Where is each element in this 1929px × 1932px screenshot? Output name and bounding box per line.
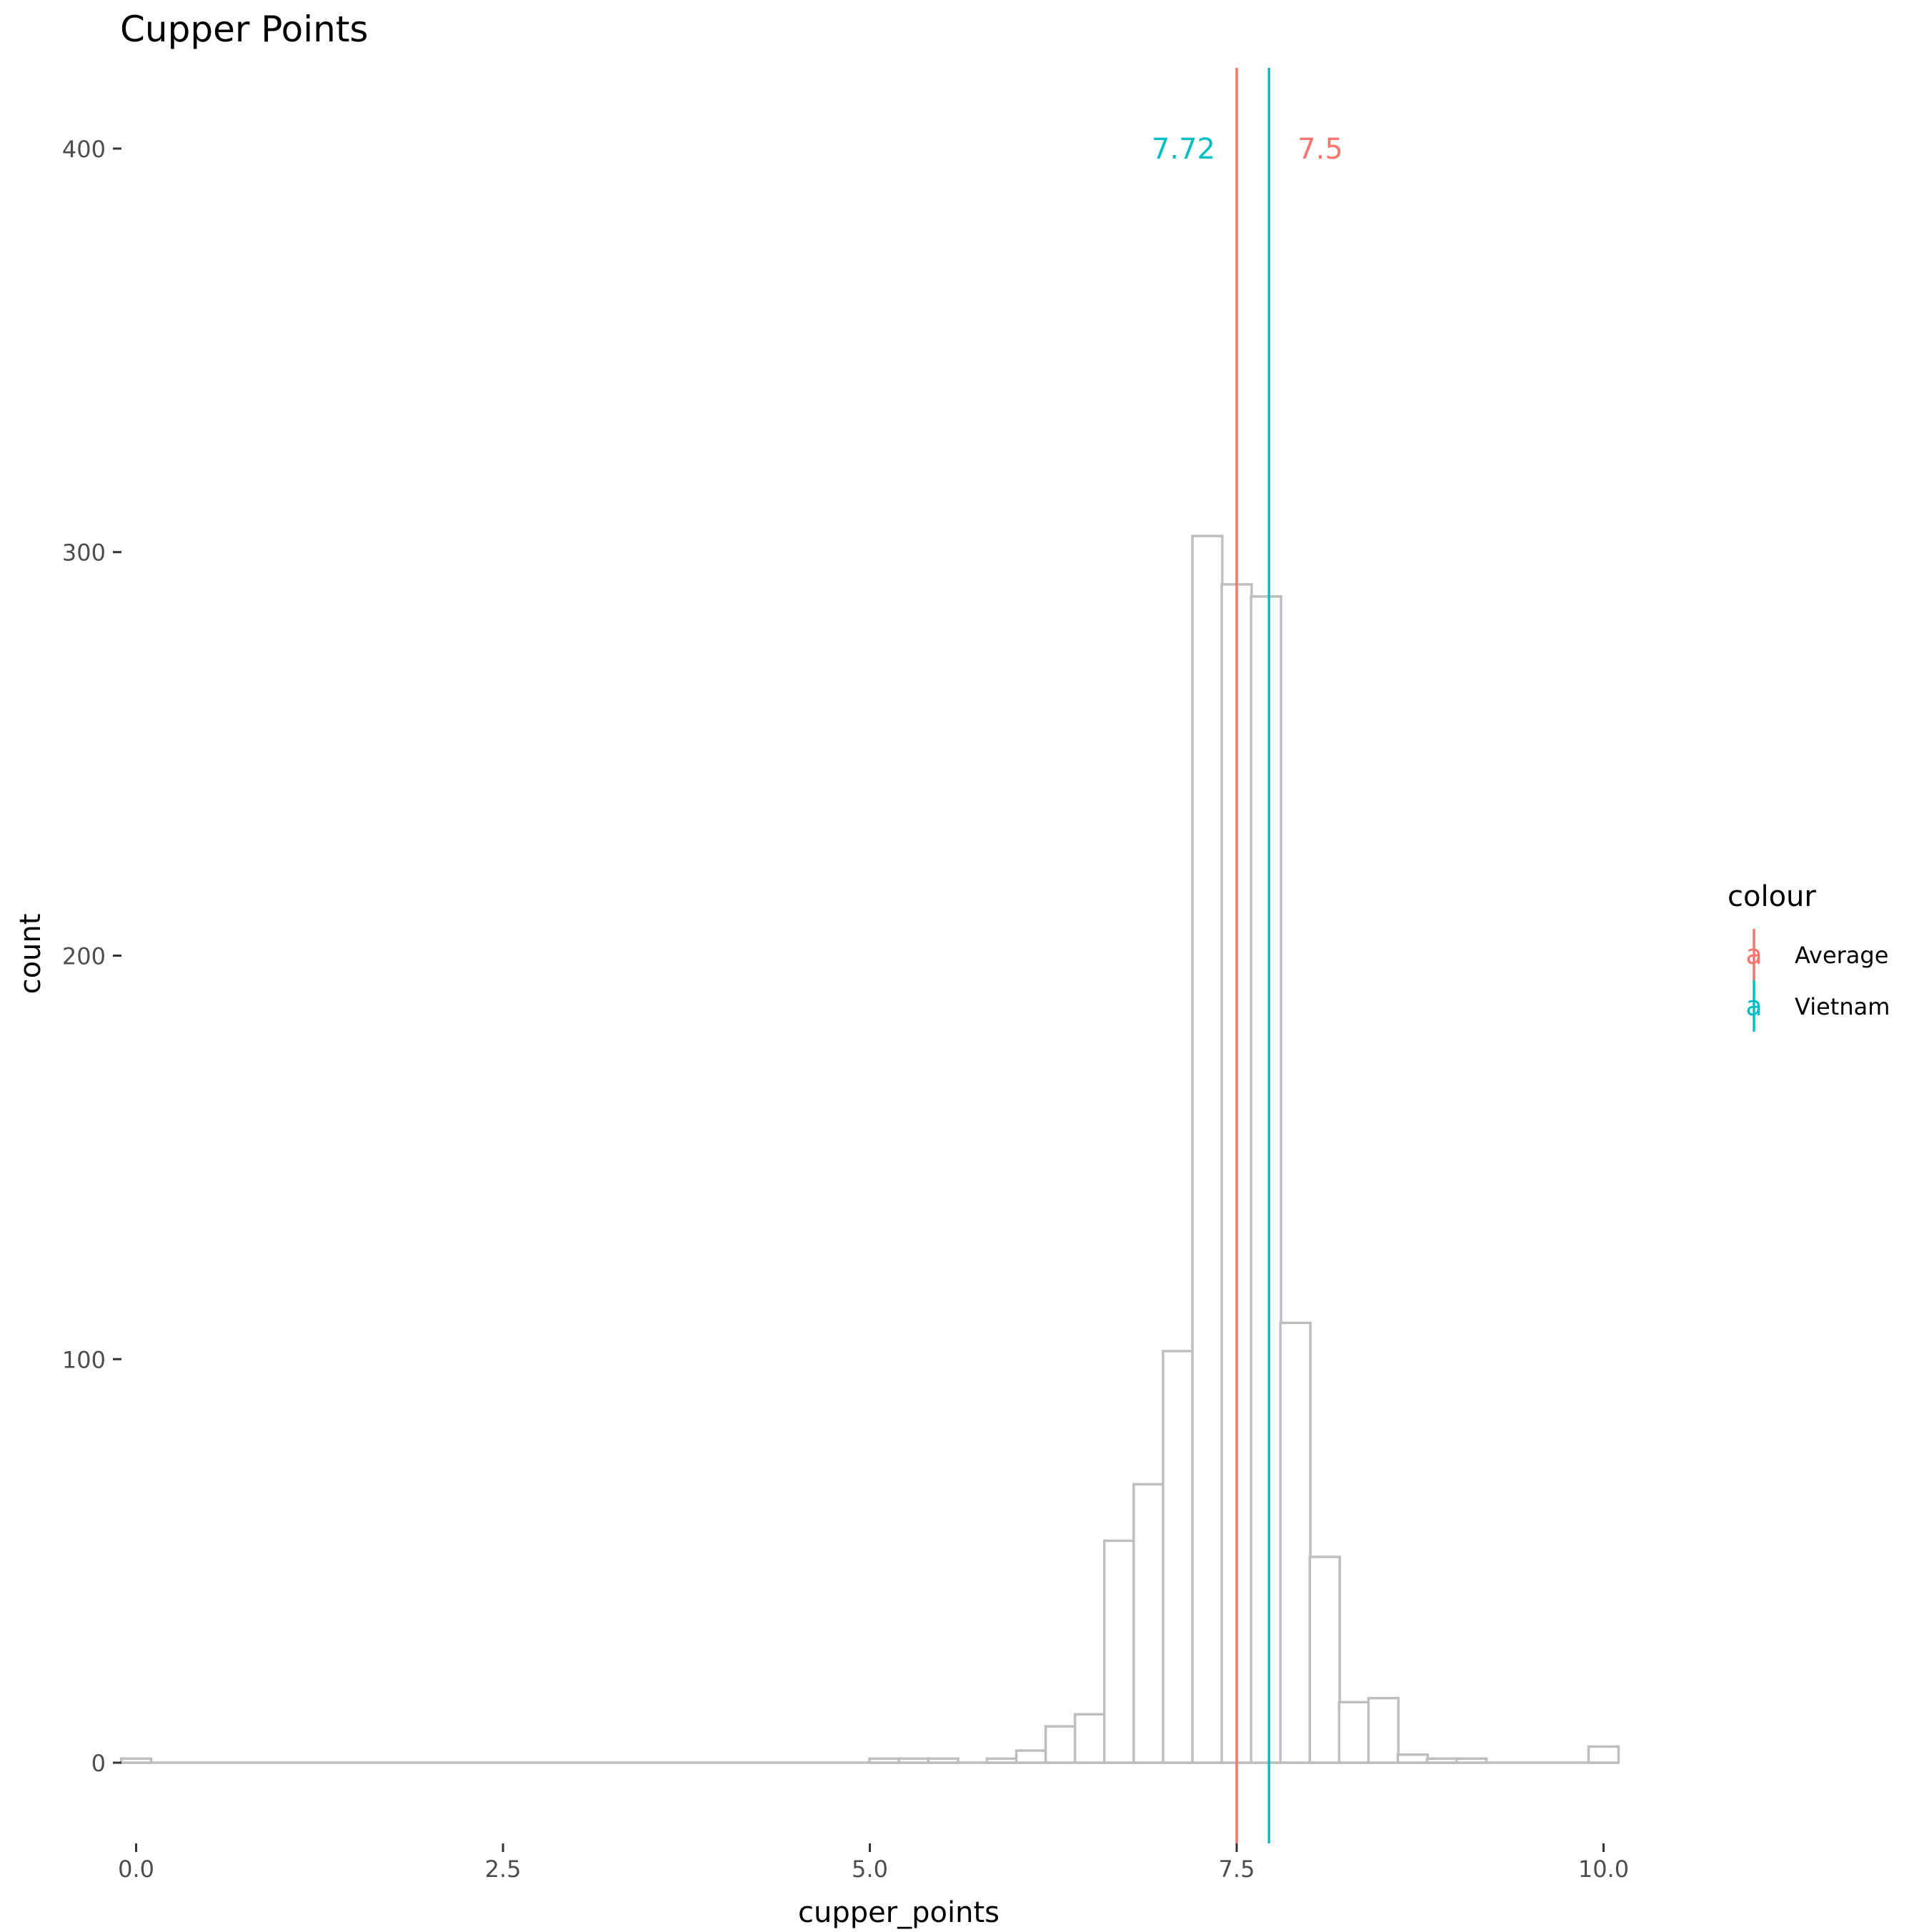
- legend: colour a Average a Vietnam: [1728, 880, 1890, 1032]
- histogram-bar: [1191, 534, 1224, 1764]
- histogram-bar: [1162, 1350, 1195, 1764]
- histogram-bar: [1587, 1745, 1620, 1764]
- legend-item-label: Vietnam: [1795, 993, 1890, 1020]
- x-tick-label: 0.0: [118, 1856, 154, 1883]
- y-tick-label: 0: [91, 1750, 106, 1777]
- legend-items: a Average a Vietnam: [1745, 929, 1890, 1032]
- y-tick-label: 400: [62, 136, 106, 163]
- histogram-bar: [1279, 1321, 1312, 1764]
- y-axis-label: count: [14, 914, 47, 995]
- histogram-bar: [897, 1757, 930, 1764]
- histogram-bar: [1337, 1701, 1370, 1764]
- x-tick-label: 5.0: [852, 1856, 888, 1883]
- histogram-bar: [1308, 1555, 1341, 1764]
- histogram-bar: [985, 1757, 1019, 1764]
- histogram-bar: [1396, 1753, 1430, 1764]
- x-tick-label: 10.0: [1578, 1856, 1629, 1883]
- legend-title: colour: [1728, 880, 1816, 913]
- reference-lines-layer: 7.72 7.5: [1152, 68, 1343, 1843]
- x-tick-label: 7.5: [1219, 1856, 1255, 1883]
- histogram-bar: [1425, 1757, 1459, 1764]
- legend-key-glyph: a: [1745, 990, 1762, 1022]
- histogram-bar: [1132, 1483, 1165, 1764]
- x-tick-label: 2.5: [485, 1856, 522, 1883]
- reference-label-vietnam: 7.72: [1152, 133, 1215, 166]
- y-tick-label: 100: [62, 1346, 106, 1373]
- histogram-bar: [1044, 1725, 1077, 1764]
- x-axis-label: cupper_points: [798, 1896, 1000, 1929]
- chart-title: Cupper Points: [120, 9, 369, 50]
- histogram-bar: [1455, 1757, 1488, 1764]
- histogram-bar: [1102, 1539, 1136, 1764]
- histogram-bar: [927, 1757, 959, 1764]
- histogram-bar: [1073, 1713, 1107, 1764]
- histogram-bar: [1015, 1749, 1048, 1764]
- y-tick-label: 200: [62, 943, 106, 970]
- reference-label-average: 7.5: [1297, 133, 1343, 166]
- bars-layer: [119, 534, 1620, 1764]
- legend-key-glyph: a: [1745, 939, 1762, 970]
- histogram-bar: [1250, 595, 1282, 1764]
- histogram-bar: [119, 1757, 153, 1764]
- histogram-bar: [1367, 1696, 1400, 1764]
- axes-layer: 0 100 200 300 400 0.0 2.5 5.0 7.5 10.0: [62, 136, 1629, 1883]
- histogram-bar: [868, 1757, 901, 1764]
- legend-item-label: Average: [1795, 942, 1888, 969]
- y-tick-label: 300: [62, 539, 106, 567]
